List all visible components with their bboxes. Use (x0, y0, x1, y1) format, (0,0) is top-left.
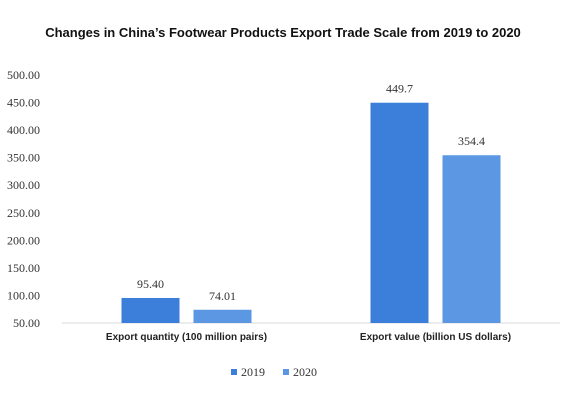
y-tick-label-7: 400.00 (7, 123, 40, 137)
bars (121, 102, 501, 323)
legend-swatch-2020 (283, 369, 289, 375)
bar-2020-0 (193, 309, 252, 323)
chart-title: Changes in China’s Footwear Products Exp… (45, 25, 521, 40)
y-tick-label-1: 100.00 (7, 288, 40, 302)
data-label-2019-0: 95.40 (137, 277, 164, 291)
y-tick-label-5: 300.00 (7, 178, 40, 192)
y-tick-label-2: 150.00 (7, 261, 40, 275)
data-label-2020-1: 354.4 (458, 134, 485, 148)
x-axis: Export quantity (100 million pairs) Expor… (106, 332, 511, 343)
legend: 2019 2020 (231, 365, 317, 379)
x-category-label-0: Export quantity (100 million pairs) (106, 332, 267, 343)
y-tick-label-8: 450.00 (7, 96, 40, 110)
y-tick-label-3: 200.00 (7, 233, 40, 247)
data-label-2019-1: 449.7 (386, 82, 413, 96)
y-axis: 50.00 100.00 150.00 200.00 250.00 300.00 350.0… (7, 68, 40, 330)
legend-label-2019: 2019 (241, 365, 265, 379)
legend-swatch-2019 (231, 369, 237, 375)
data-label-2020-0: 74.01 (209, 289, 236, 303)
y-tick-label-6: 350.00 (7, 151, 40, 165)
y-tick-label-0: 50.00 (13, 316, 40, 330)
bar-2020-1 (442, 155, 501, 323)
data-labels: 95.40 74.01 449.7 354.4 (137, 82, 485, 303)
bar-2019-1 (370, 102, 429, 323)
y-tick-label-4: 250.00 (7, 206, 40, 220)
bar-2019-0 (121, 297, 180, 323)
legend-label-2020: 2020 (293, 365, 317, 379)
y-tick-label-9: 500.00 (7, 68, 40, 82)
x-category-label-1: Export value (billion US dollars) (360, 332, 511, 343)
